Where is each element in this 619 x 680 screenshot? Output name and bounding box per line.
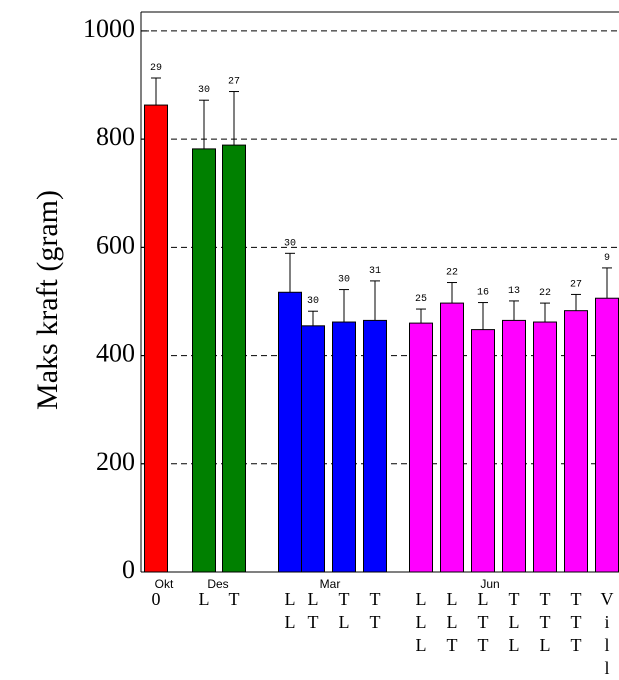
count-label: 22 (539, 288, 551, 299)
bar (533, 321, 557, 573)
count-label: 30 (198, 85, 210, 96)
count-label: 31 (369, 266, 381, 277)
y-tick-label: 200 (96, 447, 135, 476)
count-label: 29 (150, 63, 162, 74)
bar (471, 329, 495, 573)
x-tick-label: L (199, 589, 210, 609)
bar (564, 310, 588, 573)
bar (222, 144, 246, 573)
count-label: 16 (477, 288, 489, 299)
count-label: 27 (228, 77, 240, 88)
bar (502, 319, 526, 573)
group-label: Okt (155, 577, 174, 591)
y-tick-label: 1000 (83, 14, 135, 43)
group-label: Mar (320, 577, 341, 591)
count-label: 22 (446, 268, 458, 279)
count-label: 13 (508, 286, 520, 297)
group-label: Jun (480, 577, 499, 591)
count-label: 9 (604, 253, 610, 264)
bar (363, 319, 387, 573)
bar (440, 302, 464, 573)
y-tick-label: 400 (96, 339, 135, 368)
group-label: Des (207, 577, 228, 591)
bar (409, 322, 433, 573)
y-axis-label: Maks kraft (gram) (31, 190, 64, 410)
bar (595, 297, 619, 573)
y-tick-label: 600 (96, 230, 135, 259)
x-tick-label: T (229, 589, 240, 609)
y-tick-label: 800 (96, 122, 135, 151)
count-label: 27 (570, 279, 582, 290)
bar (192, 148, 216, 573)
bar (144, 104, 168, 573)
count-label: 25 (415, 294, 427, 305)
count-label: 30 (307, 296, 319, 307)
bar (301, 325, 325, 573)
bar (332, 321, 356, 573)
y-tick-label: 0 (122, 555, 135, 584)
count-label: 30 (338, 275, 350, 286)
count-label: 30 (284, 238, 296, 249)
bar (278, 291, 302, 573)
x-tick-label: 0 (152, 589, 161, 609)
